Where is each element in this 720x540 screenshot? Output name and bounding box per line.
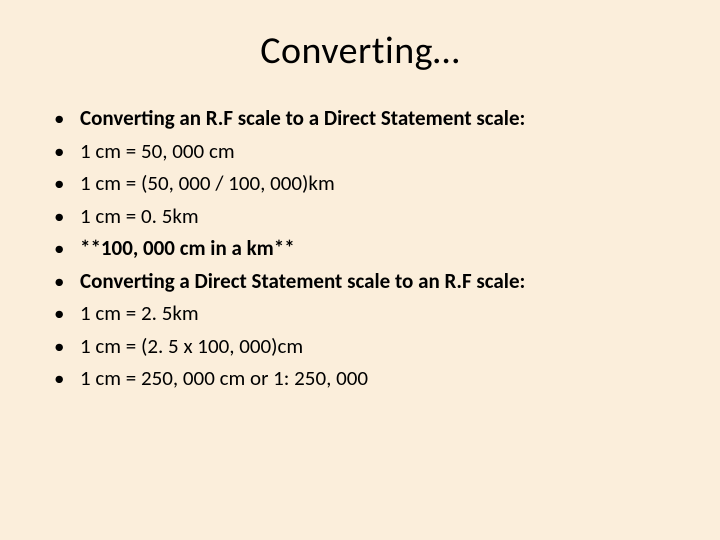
bullet-text: 1 cm = 0. 5km <box>80 203 199 229</box>
bullet-text: Converting a Direct Statement scale to a… <box>80 268 525 294</box>
bullet-text: **100, 000 cm in a km** <box>80 235 295 261</box>
list-item: **100, 000 cm in a km** <box>54 232 680 265</box>
list-item: 1 cm = 2. 5km <box>54 297 680 330</box>
list-item: 1 cm = 0. 5km <box>54 200 680 233</box>
bullet-text: 1 cm = (50, 000 / 100, 000)km <box>80 170 335 196</box>
slide: Converting… Converting an R.F scale to a… <box>0 0 720 540</box>
list-item: Converting an R.F scale to a Direct Stat… <box>54 102 680 135</box>
list-item: Converting a Direct Statement scale to a… <box>54 265 680 298</box>
slide-title: Converting… <box>40 28 680 74</box>
bullet-text: 1 cm = (2. 5 x 100, 000)cm <box>80 333 303 359</box>
list-item: 1 cm = 50, 000 cm <box>54 135 680 168</box>
bullet-text: 1 cm = 250, 000 cm or 1: 250, 000 <box>80 365 368 391</box>
bullet-list: Converting an R.F scale to a Direct Stat… <box>40 102 680 395</box>
bullet-text: 1 cm = 50, 000 cm <box>80 138 235 164</box>
bullet-text: Converting an R.F scale to a Direct Stat… <box>80 105 525 131</box>
bullet-text: 1 cm = 2. 5km <box>80 300 199 326</box>
list-item: 1 cm = (50, 000 / 100, 000)km <box>54 167 680 200</box>
list-item: 1 cm = (2. 5 x 100, 000)cm <box>54 330 680 363</box>
list-item: 1 cm = 250, 000 cm or 1: 250, 000 <box>54 362 680 395</box>
